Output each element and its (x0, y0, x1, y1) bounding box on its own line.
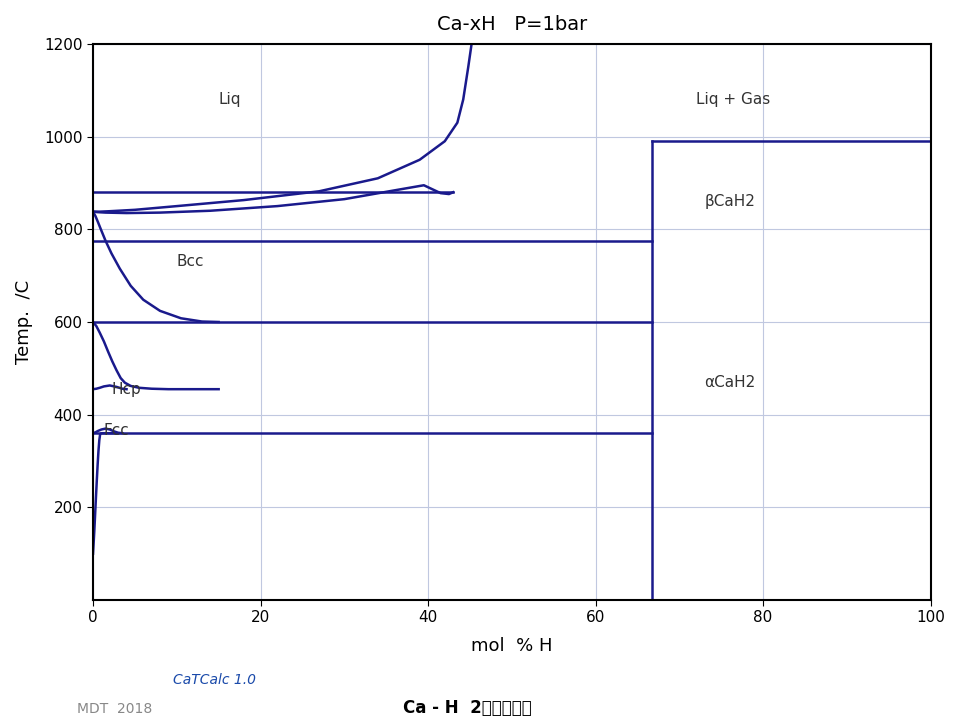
Title: Ca-xH   P=1bar: Ca-xH P=1bar (437, 15, 587, 34)
Text: CaTCalc 1.0: CaTCalc 1.0 (173, 673, 255, 687)
Text: Ca - H  2元系状態図: Ca - H 2元系状態図 (403, 699, 532, 717)
Text: αCaH2: αCaH2 (705, 374, 756, 390)
Text: Liq + Gas: Liq + Gas (696, 92, 770, 107)
X-axis label: mol  % H: mol % H (471, 636, 553, 654)
Text: Bcc: Bcc (177, 254, 204, 269)
Text: Hcp: Hcp (111, 382, 141, 397)
Text: Liq: Liq (219, 92, 241, 107)
Text: Fcc: Fcc (103, 423, 129, 438)
Text: MDT  2018: MDT 2018 (77, 702, 152, 716)
Y-axis label: Temp.  /C: Temp. /C (15, 280, 33, 364)
Text: βCaH2: βCaH2 (705, 194, 756, 209)
